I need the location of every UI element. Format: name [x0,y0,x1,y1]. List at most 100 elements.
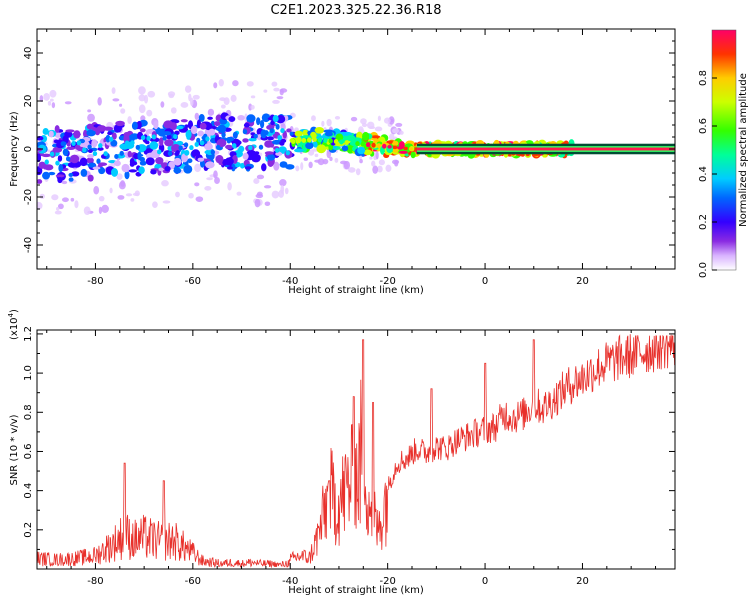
x-tick-label: 20 [576,576,589,587]
heatmap-blob [113,124,123,133]
heatmap-blob [242,138,249,143]
heatmap-core [173,134,178,140]
heatmap-blob [259,119,265,129]
heatmap-core [376,143,382,149]
heatmap-blob [301,135,311,139]
heatmap-core [130,140,135,146]
heatmap-blob [215,126,224,131]
heatmap-blob [110,139,118,147]
heatmap-speckle [54,210,62,215]
heatmap-blob [246,114,256,123]
heatmap-blob [184,149,190,156]
heatmap-blob [264,140,274,148]
snr-y-ticks: 0.2 0.4 0.6 0.8 1.0 1.2 [23,326,675,550]
y-tick-label: 1.0 [23,365,34,381]
heatmap-speckle [273,87,280,92]
heatmap-core [280,128,285,134]
heatmap-blob [294,148,304,153]
heatmap-blob [248,137,257,142]
heatmap-blob [55,174,65,178]
heatmap-core [349,140,355,146]
heatmap-core [226,138,232,144]
heatmap-speckle [343,160,351,170]
heatmap-blob [98,167,106,175]
heatmap-speckle [130,198,135,202]
heatmap-speckle [192,94,200,100]
heatmap-core [269,128,274,134]
heatmap-blob [127,150,132,158]
heatmap-speckle [109,187,113,194]
heatmap-blob [86,157,94,164]
heatmap-core [49,151,55,157]
y-tick-label: 0.6 [23,444,34,460]
heatmap-speckle [138,94,146,102]
heatmap-speckle [264,201,271,206]
heatmap-core [146,135,151,141]
heatmap-speckle [117,195,125,200]
heatmap-blob [37,153,42,163]
heatmap-speckle [49,98,54,102]
heatmap-speckle [47,101,52,106]
heatmap-blob [170,122,177,130]
heatmap-speckle [195,196,204,202]
colorbar-tick-label: 0.4 [698,166,709,182]
heatmap-speckle [184,85,192,93]
heatmap-blob [199,122,207,130]
heatmap-blob [57,155,63,162]
heatmap-core [285,150,291,156]
heatmap-speckle [70,197,75,202]
heatmap-speckle [214,176,220,184]
heatmap-core [151,134,157,140]
heatmap-blob [362,131,370,141]
heatmap-blob [111,168,119,177]
heatmap-blob [328,143,334,151]
heatmap-speckle [74,200,79,209]
heatmap-core [157,149,162,155]
heatmap-blob [279,141,285,146]
heatmap-speckle [230,94,237,102]
heatmap-speckle [98,206,103,215]
heatmap-blob [111,132,117,140]
heatmap-blob [184,124,189,129]
heatmap-core [114,154,119,160]
heatmap-blob [391,140,399,146]
heatmap-speckle [168,93,175,99]
heatmap-blob [285,164,295,170]
heatmap-core [333,139,339,145]
heatmap-speckle [279,88,284,96]
heatmap-core [344,140,349,146]
x-tick-label: -20 [379,576,395,587]
heatmap-blob [313,141,318,148]
heatmap-speckle [254,198,261,208]
heatmap-core [140,135,146,141]
spectrogram-y-axis-label: Frequency (Hz) [9,111,20,187]
heatmap-core [237,148,242,154]
heatmap-speckle [377,115,381,122]
heatmap-speckle [326,150,332,159]
heatmap-blob [48,130,54,138]
svg-text:(x104): (x104) [7,309,20,340]
heatmap-core [307,137,312,143]
heatmap-speckle [127,116,132,124]
heatmap-blob [226,166,234,170]
heatmap-core [103,151,108,157]
heatmap-blob [131,121,138,130]
heatmap-speckle [119,103,123,107]
heatmap-blob [197,130,204,137]
heatmap-speckle [188,192,194,199]
heatmap-blob [87,148,93,154]
heatmap-core [323,137,328,143]
heatmap-blob [289,131,294,136]
heatmap-speckle [326,118,332,127]
heatmap-speckle [308,161,313,169]
heatmap-core [194,141,199,147]
spectrogram-x-axis-label: Height of straight line (km) [288,285,424,296]
heatmap-blob [267,136,274,141]
heatmap-blob [387,140,393,144]
heatmap-speckle [236,191,242,196]
heatmap-blob [175,150,180,155]
heatmap-speckle [334,115,341,120]
heatmap-core [92,151,98,157]
heatmap-speckle [359,158,363,164]
